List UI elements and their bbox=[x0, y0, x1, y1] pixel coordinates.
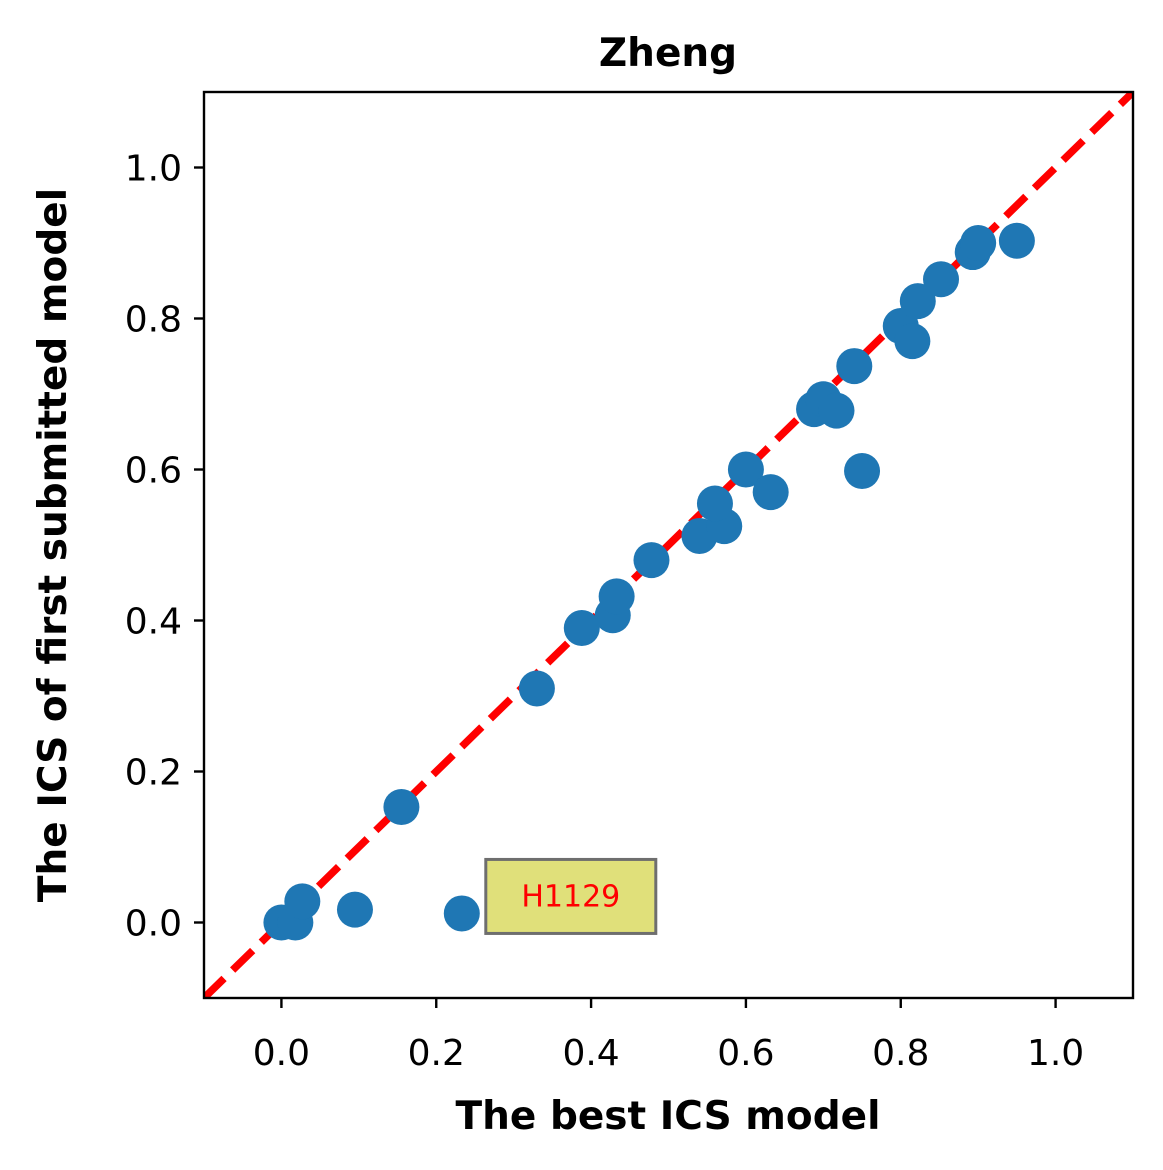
plot-frame bbox=[202, 90, 1135, 1000]
x-tick-label: 0.6 bbox=[717, 1033, 774, 1074]
data-point bbox=[894, 323, 931, 360]
x-tick-label: 0.2 bbox=[408, 1033, 465, 1074]
x-tick-label: 0.8 bbox=[872, 1033, 929, 1074]
y-tick-label: 0.8 bbox=[125, 300, 182, 341]
data-point bbox=[899, 283, 936, 320]
data-point bbox=[598, 578, 635, 615]
y-axis-label: The ICS of first submitted model bbox=[31, 188, 76, 902]
data-point bbox=[518, 670, 555, 707]
chart-title: Zheng bbox=[599, 31, 737, 76]
y-tick-label: 0.6 bbox=[125, 451, 182, 492]
data-point bbox=[727, 451, 764, 488]
data-point bbox=[383, 788, 420, 825]
data-point bbox=[836, 348, 873, 385]
data-point bbox=[998, 222, 1035, 259]
annotation-box bbox=[484, 857, 658, 935]
data-point bbox=[960, 225, 997, 261]
data-point bbox=[633, 542, 670, 579]
x-tick-label: 0.4 bbox=[562, 1033, 619, 1074]
data-point bbox=[284, 883, 321, 920]
data-point bbox=[696, 485, 733, 522]
y-tick-label: 0.2 bbox=[125, 753, 182, 794]
data-point bbox=[563, 610, 600, 647]
y-tick-label: 1.0 bbox=[125, 149, 182, 190]
x-axis-label: The best ICS model bbox=[456, 1094, 881, 1139]
annotation-label: H1129 bbox=[521, 879, 620, 914]
data-point bbox=[844, 453, 881, 490]
y-tick-label: 0.4 bbox=[125, 602, 182, 643]
data-point bbox=[923, 261, 960, 298]
y-tick-label: 0.0 bbox=[125, 904, 182, 945]
data-point bbox=[752, 474, 789, 511]
reference-line bbox=[204, 92, 1133, 998]
data-point bbox=[443, 895, 480, 932]
data-point bbox=[336, 891, 373, 928]
data-point bbox=[818, 392, 855, 429]
x-tick-label: 1.0 bbox=[1027, 1033, 1084, 1074]
x-tick-label: 0.0 bbox=[253, 1033, 310, 1074]
